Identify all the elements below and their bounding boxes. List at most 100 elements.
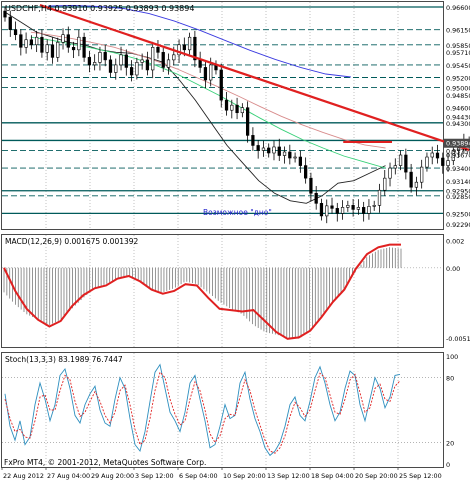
moving-average-line [30,31,386,149]
candle-body [393,165,397,169]
candle-body [325,205,329,217]
candle-body [435,152,440,159]
candle-body [319,203,324,217]
price-tick-label: 0.96600 [446,4,470,12]
candle-body [224,99,229,111]
candle-body [230,104,234,111]
candle-body [409,171,413,188]
candle-body [50,44,55,58]
candle-body [145,59,150,71]
candle-body [209,64,213,81]
price-tick-label: 0.95000 [446,85,470,93]
candle-body [235,104,239,114]
candle-body [256,145,260,151]
trend-line [39,3,470,152]
price-tick-label: 0.92290 [446,221,470,229]
bottom-annotation: Возможное "дно" [203,208,272,217]
price-tick-label: 0.95200 [446,74,470,82]
candle-body [398,154,403,166]
macd-tick-label: -0.00514 [446,335,470,343]
price-tick-label: 0.95710 [446,49,470,57]
candle-body [388,167,392,179]
candle-body [198,59,202,68]
price-tick-label: 0.92500 [446,210,470,218]
candle-body [304,165,308,179]
candle-body [451,150,455,161]
time-axis: 22 Aug 2012 27 Aug 04:00 29 Aug 20:00 3 Sep… [1,467,442,480]
candle-body [177,44,181,56]
candle-body [420,166,424,183]
candle-body [404,154,408,173]
time-tick-label: 6 Sep 04:00 [179,472,218,480]
price-tick-label: 0.96150 [446,27,470,35]
candle-body [103,52,107,61]
price-tick-label: 0.94300 [446,120,470,128]
candle-body [93,62,97,66]
candle-body [446,160,450,166]
candle-body [114,64,118,73]
candle-body [314,192,318,204]
stoch-main-line [4,363,401,457]
candle-body [362,207,366,214]
candle-body [383,177,387,191]
stoch-panel-frame [1,352,444,468]
candle-body [288,151,292,159]
candle-body [430,152,434,158]
candle-body [98,52,102,63]
candle-body [151,46,155,71]
current-price-marker [444,138,470,148]
price-tick-label: 0.92950 [446,188,470,196]
candle-body [219,69,223,101]
copyright-footer: FxPro MT4, © 2001-2012, MetaQuotes Softw… [4,458,206,467]
candle-body [245,107,250,136]
candle-body [346,205,350,208]
macd-axis: 0.002 0.00 -0.00514 [446,237,470,343]
candle-body [87,57,92,66]
candle-body [298,156,302,166]
candle-body [108,59,113,73]
price-tick-label: 0.92850 [446,193,470,201]
time-tick-label: 10 Sep 20:00 [223,472,266,480]
candle-body [282,151,287,156]
candle-body [45,44,49,53]
macd-histogram [3,247,402,339]
chart-title: USDCHF,H4 0.93910 0.93925 0.93893 0.9389… [5,4,194,13]
time-tick-label: 22 Aug 2012 [3,472,44,480]
price-candles [3,6,470,224]
price-tick-label: 0.95850 [446,42,470,50]
candle-body [272,146,276,154]
macd-title: MACD(12,26,9) 0.001675 0.001392 [5,237,139,246]
candle-body [277,146,281,156]
candle-body [187,36,192,51]
macd-signal-line [3,243,401,340]
candle-body [372,205,376,207]
price-tick-label: 0.93400 [446,165,470,173]
stoch-signal-line [4,371,401,454]
candle-body [335,208,339,214]
stoch-tick-label: 80 [446,375,454,383]
candle-body [456,147,461,151]
stoch-tick-label: 100 [446,353,458,361]
macd-panel-frame [1,234,444,348]
candle-body [156,46,160,53]
candle-body [425,156,429,168]
candle-body [29,39,33,46]
candle-body [71,46,76,51]
candle-body [330,205,334,209]
stoch-title: Stoch(13,3,3) 83.1989 76.7447 [5,355,123,364]
candle-body [203,67,208,81]
price-tick-label: 0.95450 [446,62,470,70]
candle-body [24,39,28,48]
price-tick-label: 0.93140 [446,178,470,186]
candle-body [124,54,128,68]
stoch-lines [4,363,401,457]
trend-lines [39,3,470,152]
macd-line-group [3,243,401,340]
candle-body [82,36,86,58]
candle-body [240,107,244,114]
candle-body [13,29,18,36]
candle-body [377,189,382,206]
candle-body [251,135,255,146]
